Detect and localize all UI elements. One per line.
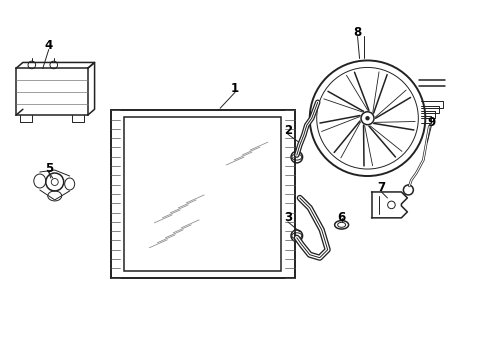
Text: 3: 3 bbox=[284, 211, 292, 224]
Text: 4: 4 bbox=[45, 39, 53, 52]
Text: 8: 8 bbox=[353, 26, 362, 39]
Text: 7: 7 bbox=[377, 181, 386, 194]
Circle shape bbox=[366, 116, 370, 121]
Bar bbox=[124, 117, 281, 271]
Bar bbox=[111, 110, 295, 278]
Text: 9: 9 bbox=[427, 116, 436, 129]
Text: 1: 1 bbox=[231, 82, 239, 95]
Text: 5: 5 bbox=[45, 162, 53, 175]
Text: 6: 6 bbox=[338, 211, 346, 224]
Bar bbox=[16, 68, 88, 115]
Text: 2: 2 bbox=[284, 124, 292, 137]
